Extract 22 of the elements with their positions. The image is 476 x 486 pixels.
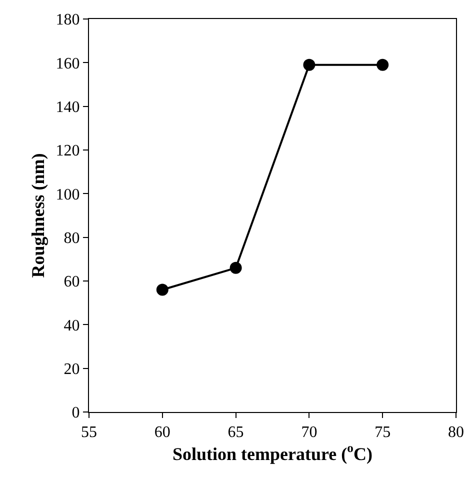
y-tick-label: 160	[56, 55, 80, 72]
y-tick-label: 180	[56, 12, 80, 29]
x-tick-label: 75	[374, 424, 391, 442]
point	[303, 58, 316, 71]
y-axis-title: Roughness (nm)	[28, 153, 48, 278]
y-tick-label: 120	[56, 142, 80, 160]
y-tick-label: 100	[56, 186, 80, 204]
x-tick-label: 65	[228, 424, 244, 442]
y-tick-label: 60	[64, 274, 80, 291]
y-tick-label: 40	[64, 317, 80, 334]
point	[230, 262, 242, 274]
y-tick-label: 80	[64, 230, 80, 247]
y-tick-label: 0	[72, 404, 80, 422]
point	[156, 284, 168, 296]
x-tick-label: 80	[448, 424, 464, 442]
y-tick-label: 140	[56, 98, 80, 116]
x-tick-label: 60	[154, 424, 170, 442]
x-tick-label: 55	[81, 424, 97, 442]
point	[376, 58, 389, 71]
x-axis-title: Solution temperature ($^{o}$C)	[172, 441, 372, 464]
y-tick-label: 20	[64, 360, 80, 378]
x-tick-label: 70	[301, 424, 318, 442]
